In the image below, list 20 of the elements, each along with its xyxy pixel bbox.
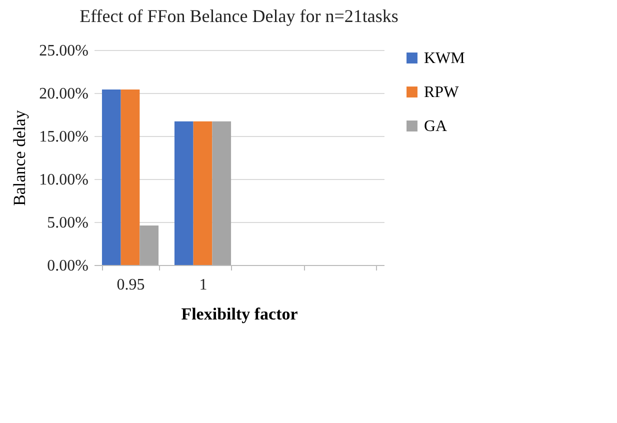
y-tick-label: 25.00% — [39, 42, 88, 60]
chart-title: Effect of FFon Belance Delay for n=21tasks — [80, 6, 398, 26]
x-tick-label: 0.95 — [116, 276, 145, 294]
y-tick-label: 20.00% — [39, 86, 88, 102]
y-tick-label: 0.00% — [47, 258, 88, 274]
x-axis-title: Flexibilty factor — [181, 304, 298, 324]
legend-label: RPW — [424, 84, 460, 101]
legend-label: KWM — [424, 50, 465, 67]
y-tick-label: 10.00% — [39, 172, 88, 188]
bar — [140, 225, 159, 265]
bar — [193, 121, 212, 265]
bar — [174, 121, 194, 265]
bar — [120, 90, 140, 265]
legend-label: GA — [424, 118, 448, 135]
bar — [102, 90, 121, 265]
bar — [212, 121, 232, 265]
y-axis-title: Balance delay — [10, 110, 30, 206]
y-tick-label: 5.00% — [47, 214, 88, 232]
y-tick-label: 15.00% — [39, 128, 88, 146]
x-tick-label: 1 — [199, 276, 208, 294]
